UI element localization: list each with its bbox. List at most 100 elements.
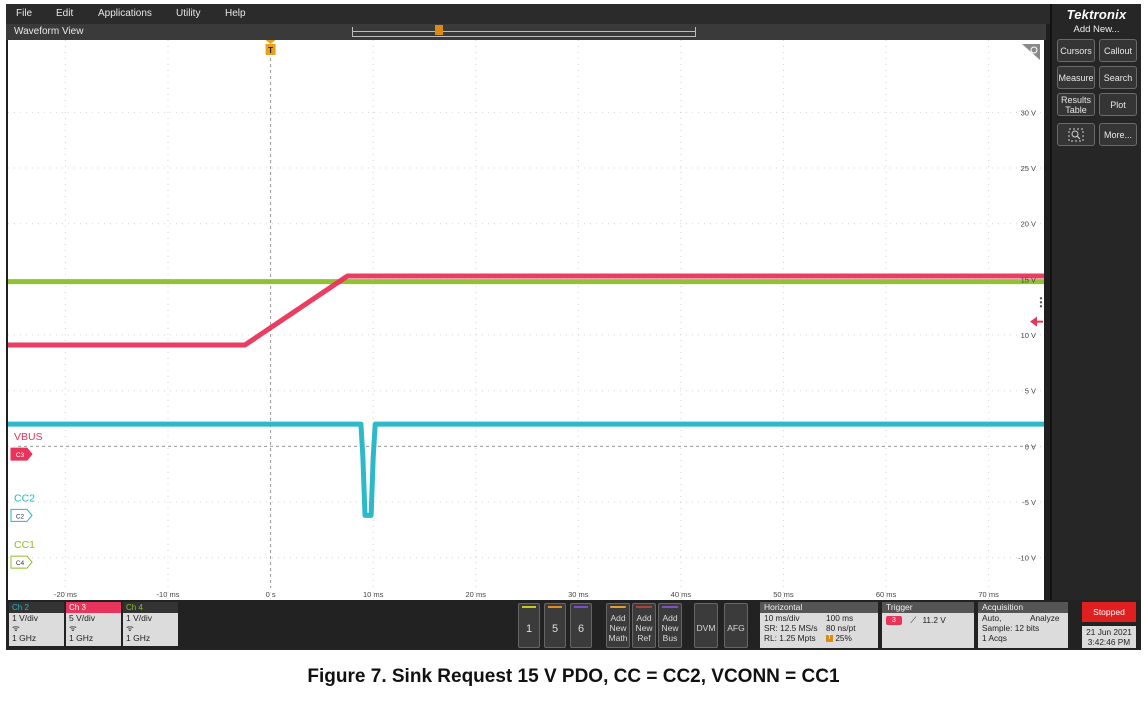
x-tick-label: 60 ms — [876, 590, 897, 599]
trigger-title: Trigger — [882, 602, 974, 613]
horizontal-duration: 100 ms — [826, 613, 854, 623]
trigger-level: 11.2 V — [922, 615, 946, 625]
y-tick-label: 0 V — [1025, 442, 1036, 451]
channel-6-button[interactable]: 6 — [570, 603, 592, 648]
zoom-corner-lens — [1030, 46, 1038, 54]
zoom-button[interactable] — [1057, 123, 1095, 146]
acquisition-title: Acquisition — [978, 602, 1068, 613]
afg-button[interactable]: AFG — [724, 603, 748, 648]
channel-3-badge[interactable]: Ch 3 5 V/div ᯤ 1 GHz — [66, 602, 121, 646]
tektronix-logo: Tektronix — [1066, 7, 1127, 22]
add-new-ref-button[interactable]: Add New Ref — [632, 603, 656, 648]
add-new-bus-button[interactable]: Add New Bus — [658, 603, 682, 648]
y-tick-label: 10 V — [1021, 331, 1036, 340]
panel-handle-dot — [1039, 297, 1043, 300]
add-new-math-button[interactable]: Add New Math — [606, 603, 630, 648]
x-tick-label: 10 ms — [363, 590, 384, 599]
waveform-plot[interactable]: 30 V 25 V 20 V 15 V 10 V 5 V 0 V -5 V -10 V -20 m… — [8, 40, 1044, 600]
x-tick-label: 20 ms — [466, 590, 487, 599]
record-length: RL: 1.25 Mpts — [764, 633, 816, 643]
acquisition-count: 1 Acqs — [982, 633, 1007, 643]
trigger-marker-label: T — [268, 46, 273, 55]
channel-3-header: Ch 3 — [66, 602, 121, 613]
date: 21 Jun 2021 — [1086, 627, 1132, 637]
more-button[interactable]: More... — [1099, 123, 1137, 146]
results-table-button[interactable]: Results Table — [1057, 93, 1095, 116]
channel-tag-c4 — [10, 555, 33, 569]
callout-button[interactable]: Callout — [1099, 39, 1137, 62]
y-tick-label: 20 V — [1021, 220, 1036, 229]
y-tick-label: 25 V — [1021, 164, 1036, 173]
x-tick-label: -20 ms — [54, 590, 77, 599]
waveform-view-titlebar: Waveform View — [6, 24, 1046, 40]
channel-3-bandwidth: 1 GHz — [69, 633, 94, 643]
x-tick-label: -10 ms — [157, 590, 180, 599]
menu-edit[interactable]: Edit — [56, 8, 74, 19]
channel-label-cc1: CC1 — [14, 539, 35, 551]
trigger-level-arrow-icon — [1030, 316, 1037, 327]
channel-2-badge[interactable]: Ch 2 1 V/div ᯤ 1 GHz — [9, 602, 64, 646]
search-button[interactable]: Search — [1099, 66, 1137, 89]
menu-help[interactable]: Help — [225, 8, 246, 19]
time: 3:42:46 PM — [1087, 637, 1131, 647]
probe-icon: ᯤ — [12, 623, 20, 633]
waveform-svg: 30 V 25 V 20 V 15 V 10 V 5 V 0 V -5 V -10 V -20 m… — [8, 40, 1044, 600]
channel-2-bandwidth: 1 GHz — [12, 633, 37, 643]
acquisition-settings[interactable]: Acquisition Auto, Analyze Sample: 12 bits… — [978, 602, 1068, 648]
horizontal-title: Horizontal — [760, 602, 878, 613]
y-tick-label: 5 V — [1025, 387, 1036, 396]
trigger-marker-box — [265, 44, 276, 55]
measure-button[interactable]: Measure — [1057, 66, 1095, 89]
channel-4-header: Ch 4 — [123, 602, 178, 613]
record-position-marker[interactable] — [435, 25, 443, 35]
channel-2-scale: 1 V/div — [12, 613, 38, 623]
channel-tag-label: C2 — [16, 513, 25, 520]
y-tick-label: -5 V — [1022, 498, 1036, 507]
series-cc2-trace — [8, 421, 1044, 518]
add-new-label: Add New... — [1073, 24, 1120, 35]
analyze-label: Analyze — [1030, 613, 1060, 623]
channel-tag-c2 — [10, 508, 33, 522]
menu-file[interactable]: File — [16, 8, 33, 19]
channel-1-button[interactable]: 1 — [518, 603, 540, 648]
channel-3-scale: 5 V/div — [69, 613, 95, 623]
horizontal-position: T 25% — [826, 633, 852, 643]
right-control-panel: Tektronix Add New... Cursors Callout Mea… — [1050, 4, 1141, 600]
bottom-settings-bar: Ch 2 1 V/div ᯤ 1 GHz Ch 3 5 V/div ᯤ 1 GH… — [6, 600, 1141, 650]
trigger-pointer-icon — [265, 40, 276, 44]
acquisition-mode: Auto, — [982, 613, 1002, 623]
channel-5-button[interactable]: 5 — [544, 603, 566, 648]
run-stop-status[interactable]: Stopped — [1082, 602, 1136, 622]
channel-4-scale: 1 V/div — [126, 613, 152, 623]
x-tick-label: 50 ms — [773, 590, 794, 599]
probe-icon: ᯤ — [69, 623, 77, 633]
menu-applications[interactable]: Applications — [98, 8, 152, 19]
channel-label-vbus: VBUS — [14, 431, 43, 443]
plot-button[interactable]: Plot — [1099, 93, 1137, 116]
channel-4-bandwidth: 1 GHz — [126, 633, 151, 643]
y-tick-label: -10 V — [1018, 554, 1036, 563]
ns-per-point: 80 ns/pt — [826, 623, 856, 633]
menu-utility[interactable]: Utility — [176, 8, 201, 19]
figure-caption: Figure 7. Sink Request 15 V PDO, CC = CC… — [307, 666, 840, 687]
trigger-settings[interactable]: Trigger 3 ⟋ 11.2 V — [882, 602, 974, 648]
date-time: 21 Jun 2021 3:42:46 PM — [1082, 626, 1136, 648]
probe-icon: ᯤ — [126, 623, 134, 633]
panel-handle-dot — [1039, 301, 1043, 304]
cursors-button[interactable]: Cursors — [1057, 39, 1095, 62]
channel-tag-label: C4 — [16, 560, 25, 567]
x-tick-label: 30 ms — [568, 590, 589, 599]
y-tick-label: 30 V — [1021, 108, 1036, 117]
panel-handle-dot — [1039, 305, 1043, 308]
oscilloscope-app: File Edit Applications Utility Help Wave… — [6, 4, 1141, 650]
x-tick-label: 40 ms — [671, 590, 692, 599]
zoom-icon — [1068, 128, 1084, 141]
horizontal-settings[interactable]: Horizontal 10 ms/div 100 ms SR: 12.5 MS/s… — [760, 602, 878, 648]
zoom-corner-icon — [1022, 44, 1040, 60]
trigger-source-badge: 3 — [886, 616, 902, 626]
channel-tag-c3 — [10, 447, 33, 461]
dvm-button[interactable]: DVM — [694, 603, 718, 648]
menu-bar: File Edit Applications Utility Help — [6, 4, 1050, 24]
channel-4-badge[interactable]: Ch 4 1 V/div ᯤ 1 GHz — [123, 602, 178, 646]
record-view-bar[interactable] — [352, 25, 696, 37]
